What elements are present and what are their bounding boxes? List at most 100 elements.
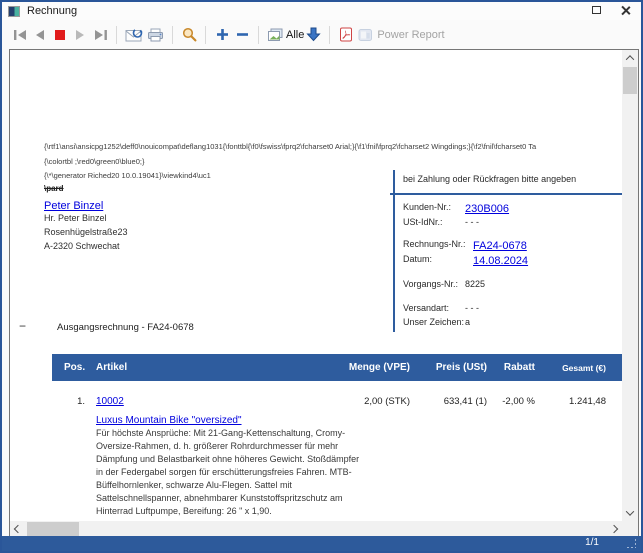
info-horizontal-rule xyxy=(390,193,622,195)
item-description-line: Büffelhornlenker, schwarze Alu-Flegen. S… xyxy=(96,480,292,490)
toolbar-separator xyxy=(172,25,173,44)
rtf-raw-line: {\rtf1\ansi\ansicpg1252\deff0\nouicompat… xyxy=(44,142,537,151)
item-rabatt: -2,00 % xyxy=(502,395,535,407)
toolbar-separator xyxy=(205,25,206,44)
maximize-button[interactable] xyxy=(583,2,611,20)
info-label: USt-IdNr.: xyxy=(403,217,443,227)
rechnungs-nr-link[interactable]: FA24-0678 xyxy=(473,240,527,252)
info-vertical-rule xyxy=(393,170,395,332)
pdf-export-button[interactable] xyxy=(336,24,356,46)
close-button[interactable] xyxy=(611,2,639,20)
zoom-out-button[interactable] xyxy=(232,24,252,46)
power-report-label: Power Report xyxy=(377,28,445,41)
alle-label: Alle xyxy=(286,28,305,41)
zoom-in-button[interactable] xyxy=(212,24,232,46)
rtf-raw-line: {\colortbl ;\red0\green0\blue0;} xyxy=(44,157,145,166)
download-arrow-icon xyxy=(306,27,321,42)
rtf-raw-line: \pard xyxy=(44,184,64,193)
toolbar-separator xyxy=(116,25,117,44)
vertical-scrollbar[interactable] xyxy=(622,50,638,521)
recipient-line: Rosenhügelstraße23 xyxy=(44,227,128,237)
item-description-line: Oversize-Rahmen, d. h. größerer Rohrdurc… xyxy=(96,441,339,451)
pages-icon xyxy=(268,28,283,41)
pdf-icon xyxy=(340,27,353,42)
print-all-button[interactable]: Alle xyxy=(265,24,323,46)
col-header-rabatt: Rabatt xyxy=(503,362,535,373)
info-label: Vorgangs-Nr.: xyxy=(403,279,459,289)
horizontal-scroll-thumb[interactable] xyxy=(27,522,79,536)
print-button[interactable] xyxy=(145,24,166,46)
item-description-line: Hinterrad Luftpumpe, Bereifung: 26 " x 1… xyxy=(96,506,272,516)
previous-page-button[interactable] xyxy=(30,24,50,46)
statusbar: 1/1 xyxy=(2,536,641,551)
last-page-button[interactable] xyxy=(90,24,110,46)
collapse-toggle[interactable]: − xyxy=(19,319,27,333)
table-header-row: Pos. Artikel Menge (VPE) Preis (USt) Rab… xyxy=(52,354,622,381)
toolbar-separator xyxy=(329,25,331,44)
item-gesamt: 1.241,48 xyxy=(569,395,606,407)
window-title: Rechnung xyxy=(27,5,78,17)
first-page-button[interactable] xyxy=(10,24,30,46)
email-report-button[interactable] xyxy=(123,24,145,46)
scroll-right-button[interactable] xyxy=(606,521,622,537)
next-page-icon xyxy=(76,29,84,40)
last-page-icon xyxy=(94,29,107,40)
scroll-left-button[interactable] xyxy=(10,521,26,537)
rtf-raw-line: {\*\generator Riched20 10.0.19041}\viewk… xyxy=(44,171,211,180)
kunden-nr-link[interactable]: 230B006 xyxy=(465,203,510,215)
chevron-up-icon xyxy=(625,55,635,64)
info-value: - - - xyxy=(465,217,479,227)
email-icon xyxy=(125,27,143,41)
recipient-line: A-2320 Schwechat xyxy=(44,241,120,251)
info-label: Versandart: xyxy=(403,303,450,313)
vertical-scroll-thumb[interactable] xyxy=(623,67,637,94)
plus-icon xyxy=(216,29,228,40)
info-value: 8225 xyxy=(465,279,486,289)
artikel-name-link[interactable]: Luxus Mountain Bike "oversized" xyxy=(96,415,242,426)
item-preis: 633,41 (1) xyxy=(443,395,487,407)
col-header-pos: Pos. xyxy=(64,362,86,373)
datum-link[interactable]: 14.08.2024 xyxy=(473,255,529,267)
power-report-button[interactable]: Power Report xyxy=(356,24,448,46)
previous-page-icon xyxy=(36,29,44,40)
item-description-line: Sattelschnellspanner, abnehmbarer Kunsts… xyxy=(96,493,343,503)
horizontal-scrollbar[interactable] xyxy=(10,521,622,537)
stop-button[interactable] xyxy=(50,24,70,46)
printer-icon xyxy=(148,28,163,41)
toolbar: Alle Power Report xyxy=(2,20,641,49)
item-description-line: in der Federgabel sorgen für erschütteru… xyxy=(96,467,352,477)
stop-icon xyxy=(55,29,65,40)
power-report-icon xyxy=(358,28,373,41)
info-label: Datum: xyxy=(403,254,433,264)
scrollbar-corner xyxy=(622,521,638,537)
scroll-down-button[interactable] xyxy=(622,505,638,521)
minus-icon xyxy=(236,33,248,36)
chevron-right-icon xyxy=(609,524,619,534)
item-description-line: Dämpfung und Belastbarkeit ohne höheres … xyxy=(96,454,360,464)
info-label: Kunden-Nr.: xyxy=(403,202,452,212)
info-label: Unser Zeichen: xyxy=(403,317,465,327)
info-value: a xyxy=(465,317,471,327)
titlebar: Rechnung xyxy=(2,2,641,20)
zoom-button[interactable] xyxy=(179,24,199,46)
app-icon xyxy=(8,5,20,17)
scroll-up-button[interactable] xyxy=(622,50,638,66)
col-header-preis: Preis (USt) xyxy=(435,362,487,373)
window-controls xyxy=(583,2,639,20)
item-description-line: Für höchste Ansprüche: Mit 21-Gang-Kette… xyxy=(96,428,346,438)
toolbar-separator xyxy=(258,25,259,44)
artikel-nr-link[interactable]: 10002 xyxy=(96,395,124,407)
first-page-icon xyxy=(13,29,26,40)
item-pos: 1. xyxy=(77,395,85,407)
table-row: 1. 10002 2,00 (STK) 633,41 (1) -2,00 % 1… xyxy=(52,394,622,408)
magnifier-icon xyxy=(182,27,196,42)
col-header-artikel: Artikel xyxy=(96,362,128,373)
section-title: Ausgangsrechnung - FA24-0678 xyxy=(57,322,194,333)
recipient-line: Hr. Peter Binzel xyxy=(44,213,107,223)
maximize-icon xyxy=(592,6,601,14)
info-value: - - - xyxy=(465,303,479,313)
recipient-name-link[interactable]: Peter Binzel xyxy=(44,200,104,212)
resize-grip[interactable] xyxy=(627,539,636,548)
next-page-button[interactable] xyxy=(70,24,90,46)
chevron-down-icon xyxy=(625,507,635,516)
